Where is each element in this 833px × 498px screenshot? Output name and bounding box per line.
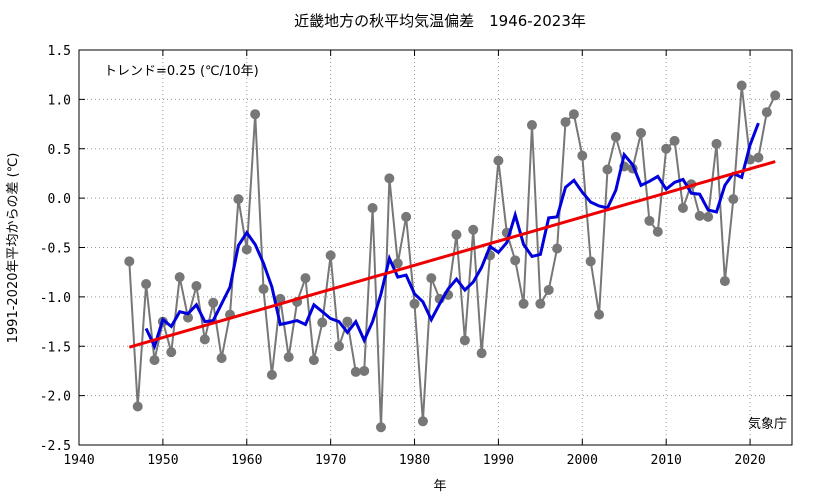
- annual-point: [342, 316, 353, 327]
- y-tick-label: 0.0: [48, 192, 71, 207]
- trend-annotation: トレンド=0.25 (℃/10年): [104, 64, 259, 79]
- annual-point: [401, 211, 412, 222]
- annual-point: [141, 279, 152, 290]
- annual-point: [644, 215, 655, 226]
- y-tick-label: -0.5: [40, 242, 71, 257]
- annual-point: [585, 256, 596, 267]
- annual-point: [233, 194, 244, 205]
- chart-title: 近畿地方の秋平均気温偏差 1946-2023年: [294, 12, 586, 30]
- annual-point: [526, 120, 537, 131]
- grid: [79, 50, 792, 445]
- annual-point: [552, 243, 563, 254]
- annual-point: [216, 353, 227, 364]
- trend-line: [128, 160, 776, 349]
- annual-point: [602, 164, 613, 175]
- annual-point: [300, 273, 311, 284]
- annual-point: [451, 229, 462, 240]
- annual-point: [199, 334, 210, 345]
- x-tick-label: 2000: [567, 453, 598, 468]
- annual-point: [241, 244, 252, 255]
- annual-point: [183, 312, 194, 323]
- y-axis-label: 1991-2020年平均からの差 (℃): [6, 153, 21, 344]
- annual-point: [409, 298, 420, 309]
- annual-anomaly-line: [128, 85, 777, 428]
- annual-anomaly-points: [124, 80, 781, 433]
- annual-point: [149, 355, 160, 366]
- source-label: 気象庁: [748, 416, 787, 432]
- annual-point: [266, 369, 277, 380]
- x-tick-label: 1960: [231, 453, 262, 468]
- annual-point: [359, 365, 370, 376]
- x-tick-label: 2010: [651, 453, 682, 468]
- annual-point: [652, 226, 663, 237]
- annual-point: [124, 256, 135, 267]
- annual-point: [711, 138, 722, 149]
- y-tick-label: 1.0: [48, 93, 71, 108]
- annual-point: [610, 131, 621, 142]
- x-tick-label: 1950: [147, 453, 178, 468]
- annual-point: [568, 109, 579, 120]
- y-tick-label: 0.5: [48, 143, 71, 158]
- annual-point: [384, 173, 395, 184]
- axis-ticks: [78, 49, 792, 446]
- annual-point: [334, 341, 345, 352]
- annual-point: [275, 293, 286, 304]
- annual-point: [761, 107, 772, 118]
- annual-point: [191, 281, 202, 292]
- annual-point: [493, 155, 504, 166]
- annual-point: [375, 422, 386, 433]
- x-tick-label: 1940: [63, 453, 94, 468]
- y-tick-label: -1.0: [40, 291, 71, 306]
- annual-point: [577, 150, 588, 161]
- annual-point: [703, 211, 714, 222]
- y-tick-label: -2.0: [40, 390, 71, 405]
- annual-point: [283, 352, 294, 363]
- annual-point: [468, 224, 479, 235]
- annual-point: [367, 203, 378, 213]
- x-tick-label: 2020: [734, 453, 765, 468]
- annual-point: [719, 276, 730, 287]
- annual-point: [476, 348, 487, 359]
- annual-point: [510, 255, 521, 266]
- annual-point: [317, 317, 328, 328]
- annual-point: [560, 117, 571, 128]
- annual-point: [669, 135, 680, 146]
- annual-point: [459, 335, 470, 346]
- annual-point: [258, 283, 269, 294]
- annual-point: [753, 152, 764, 163]
- annual-point: [770, 90, 781, 101]
- y-tick-label: -2.5: [40, 439, 71, 454]
- annual-point: [350, 366, 361, 377]
- annual-point: [426, 273, 437, 284]
- annual-point: [594, 309, 605, 320]
- annual-point: [250, 109, 261, 120]
- annual-point: [694, 210, 705, 221]
- annual-point: [518, 298, 529, 309]
- annual-point: [543, 284, 554, 295]
- annual-point: [636, 127, 647, 138]
- x-tick-label: 1970: [315, 453, 346, 468]
- annual-point: [308, 355, 319, 366]
- five-year-moving-average-line: [144, 122, 760, 351]
- annual-point: [677, 203, 688, 213]
- annual-point: [417, 416, 428, 427]
- annual-point: [174, 272, 185, 283]
- annual-point: [661, 143, 672, 154]
- x-axis-label: 年: [433, 479, 446, 494]
- annual-point: [132, 401, 143, 412]
- y-axis-tick-labels: -2.5 -2.0 -1.5 -1.0 -0.5 0.0 0.5 1.0 1.5: [40, 44, 71, 454]
- x-tick-label: 1990: [483, 453, 514, 468]
- y-tick-label: 1.5: [48, 44, 71, 59]
- annual-point: [208, 297, 219, 308]
- x-tick-label: 1980: [399, 453, 430, 468]
- annual-point: [325, 250, 336, 261]
- y-tick-label: -1.5: [40, 340, 71, 355]
- annual-point: [728, 194, 739, 205]
- annual-point: [392, 258, 403, 269]
- annual-point: [535, 298, 546, 309]
- annual-point: [736, 80, 747, 91]
- annual-point: [166, 347, 177, 358]
- x-axis-tick-labels: 1940 1950 1960 1970 1980 1990 2000 2010 2020: [63, 453, 765, 468]
